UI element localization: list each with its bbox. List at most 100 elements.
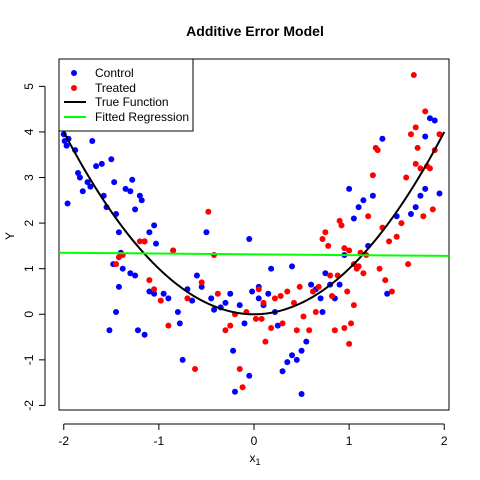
treated-point: [146, 277, 153, 284]
control-point: [384, 290, 391, 297]
control-point: [151, 290, 158, 297]
control-point: [298, 391, 305, 398]
x-tick-label: 1: [346, 434, 353, 448]
control-point: [153, 240, 160, 247]
control-point: [422, 185, 429, 192]
treated-point: [165, 322, 172, 329]
control-point: [108, 156, 115, 163]
control-point: [222, 299, 229, 306]
control-point: [319, 308, 326, 315]
treated-point: [348, 320, 355, 327]
treated-point: [436, 131, 443, 138]
control-point: [274, 322, 281, 329]
treated-point: [239, 384, 246, 391]
points-layer: [60, 71, 443, 398]
treated-point: [113, 261, 120, 268]
treated-point: [312, 308, 319, 315]
treated-point: [346, 247, 353, 254]
legend-control-label: Control: [95, 66, 134, 80]
control-point: [346, 185, 353, 192]
control-point: [115, 229, 122, 236]
control-point: [289, 352, 296, 359]
x-axis-label: x1: [249, 451, 260, 467]
control-point: [189, 297, 196, 304]
legend-treated-label: Treated: [95, 81, 136, 95]
treated-point: [157, 297, 164, 304]
control-point: [355, 204, 362, 211]
control-point: [249, 288, 256, 295]
treated-point: [341, 324, 348, 331]
treated-point: [350, 302, 357, 309]
fitted-regression-line: [58, 251, 450, 257]
control-point: [284, 359, 291, 366]
treated-point: [268, 324, 275, 331]
treated-point: [429, 206, 436, 213]
legend-control-marker: [71, 70, 77, 76]
treated-point: [192, 365, 199, 372]
treated-point: [255, 286, 262, 293]
control-point: [106, 327, 113, 334]
x-tick-label: 0: [251, 434, 258, 448]
control-point: [268, 265, 275, 272]
control-point: [265, 290, 272, 297]
control-point: [115, 283, 122, 290]
legend-box: [58, 58, 194, 132]
y-tick-label: 4: [22, 128, 36, 135]
control-point: [76, 174, 83, 181]
chart-title: Additive Error Model: [186, 23, 324, 39]
treated-point: [369, 172, 376, 179]
control-point: [134, 327, 141, 334]
control-point: [89, 138, 96, 145]
treated-point: [422, 108, 429, 115]
control-point: [98, 160, 105, 167]
x-axis-label-main: x: [249, 451, 255, 465]
control-point: [119, 265, 126, 272]
control-point: [231, 388, 238, 395]
control-point: [293, 356, 300, 363]
control-point: [63, 142, 70, 149]
control-point: [136, 192, 143, 199]
treated-point: [417, 165, 424, 172]
treated-point: [355, 263, 362, 270]
x-tick-label: -1: [154, 434, 165, 448]
control-point: [417, 192, 424, 199]
control-point: [436, 190, 443, 197]
control-point: [379, 135, 386, 142]
y-tick-label: 1: [22, 265, 36, 272]
control-point: [426, 115, 433, 122]
treated-point: [331, 327, 338, 334]
treated-point: [236, 365, 243, 372]
treated-point: [198, 279, 205, 286]
treated-point: [329, 293, 335, 300]
lines-layer: [58, 131, 450, 316]
y-tick-label: -1: [22, 354, 36, 365]
y-axis-label: Y: [3, 232, 17, 240]
control-point: [208, 295, 215, 302]
control-point: [93, 163, 100, 170]
control-point: [79, 188, 86, 195]
control-point: [369, 192, 376, 199]
control-point: [336, 281, 343, 288]
treated-point: [374, 147, 381, 154]
treated-point: [393, 233, 400, 240]
treated-point: [309, 288, 316, 295]
y-tick-label: 3: [22, 174, 36, 181]
treated-point: [141, 238, 148, 245]
treated-point: [325, 242, 332, 249]
treated-point: [290, 299, 297, 306]
control-point: [407, 210, 414, 217]
treated-point: [151, 286, 158, 293]
control-point: [198, 283, 205, 290]
control-point: [113, 308, 120, 315]
control-point: [141, 331, 148, 338]
y-tick-label: 5: [22, 83, 36, 90]
true-function-curve: [62, 131, 446, 316]
control-point: [146, 229, 153, 236]
control-point: [422, 133, 429, 140]
control-point: [64, 200, 71, 207]
control-point: [255, 295, 262, 302]
x-axis-label-subscript: 1: [255, 457, 260, 467]
control-point: [176, 320, 183, 327]
control-point: [279, 368, 286, 375]
